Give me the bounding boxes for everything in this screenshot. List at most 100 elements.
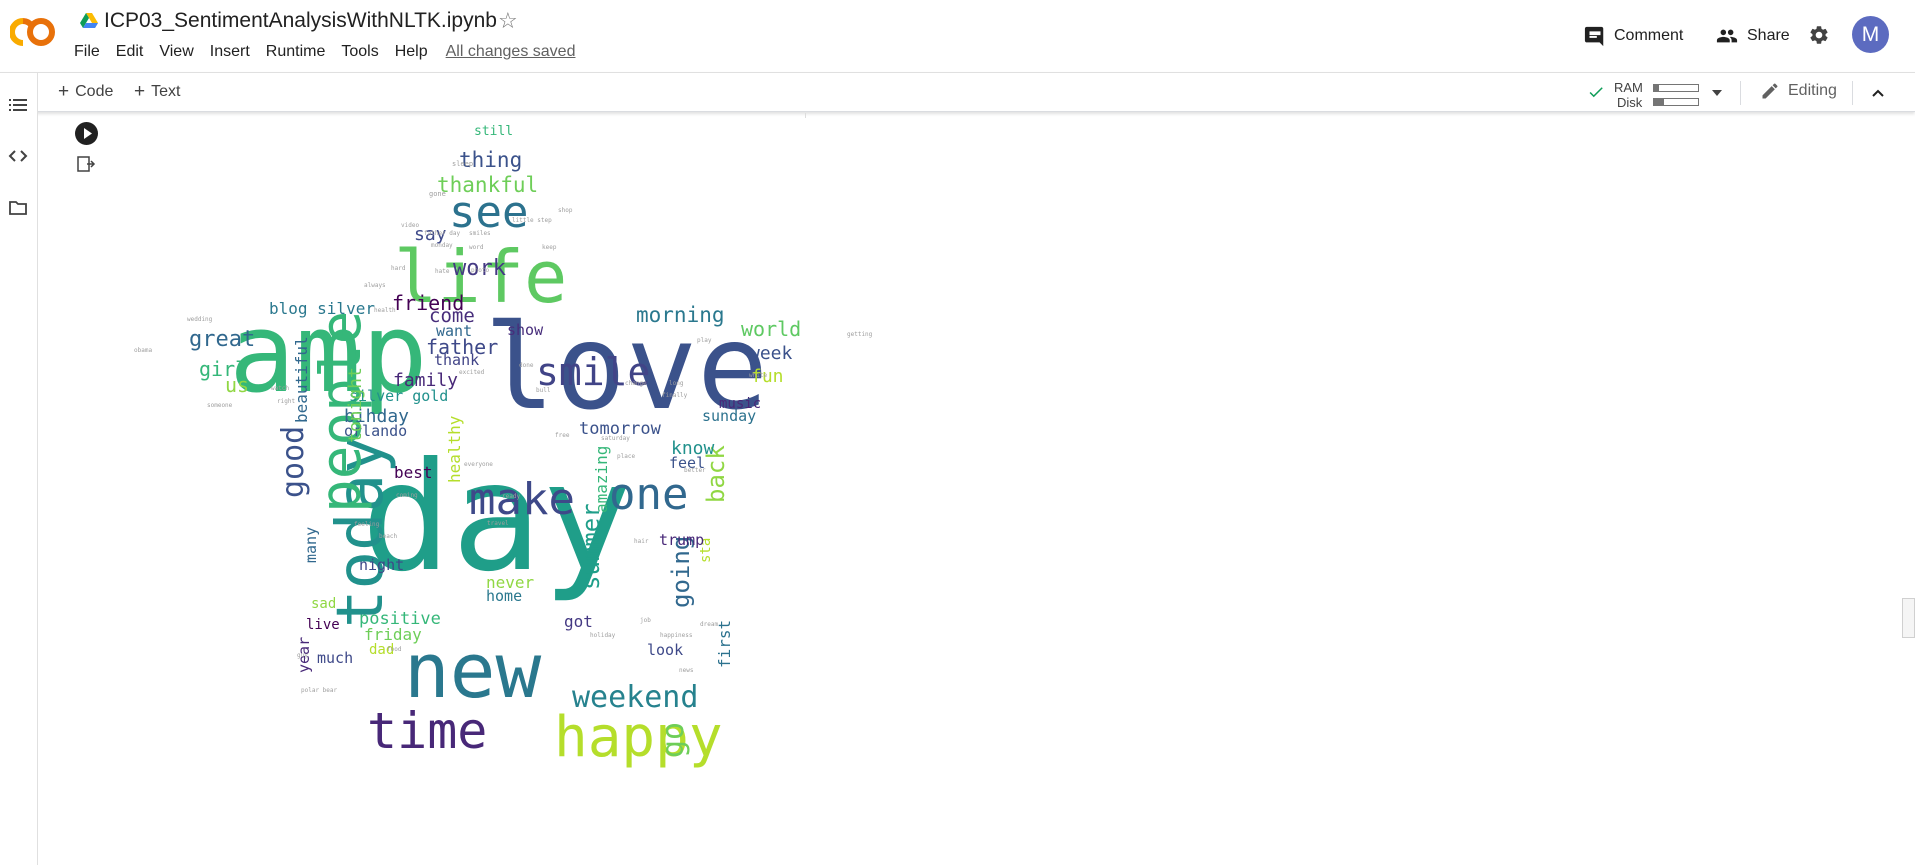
word-cloud-word: live <box>306 617 340 633</box>
word-cloud-word: finally <box>662 392 688 399</box>
word-cloud-word: family <box>393 370 459 391</box>
people-icon <box>1716 29 1738 43</box>
word-cloud-word: polar bear <box>301 687 338 694</box>
word-cloud-word: father day <box>424 230 461 237</box>
word-cloud-word: better <box>684 467 706 474</box>
scrollbar-thumb[interactable] <box>1902 598 1915 638</box>
word-cloud-word: life <box>394 235 568 319</box>
word-cloud-word: come <box>429 305 475 327</box>
word-cloud-word: sunday <box>702 407 757 425</box>
table-of-contents-icon[interactable] <box>8 95 28 115</box>
word-cloud-word: dad <box>369 642 395 658</box>
editing-mode-button[interactable]: Editing <box>1760 81 1837 101</box>
code-snippets-icon[interactable] <box>8 146 28 166</box>
word-cloud-word: hard <box>391 265 406 272</box>
word-cloud-word: change <box>625 380 647 387</box>
word-cloud-word: time <box>367 702 488 760</box>
comment-button[interactable]: Comment <box>1584 18 1683 54</box>
menu-tools[interactable]: Tools <box>341 43 379 60</box>
play-icon <box>84 128 92 139</box>
word-cloud-word: hate <box>435 268 450 275</box>
word-cloud-word: happy <box>554 705 723 770</box>
ram-bar-fill <box>1654 85 1660 91</box>
disk-bar-fill <box>1654 99 1664 105</box>
word-cloud-word: coming <box>396 492 418 499</box>
word-cloud-word: great <box>189 327 256 352</box>
word-cloud-word: day <box>361 431 632 605</box>
word-cloud-word: morning <box>636 303 725 327</box>
word-cloud-word: work <box>453 256 506 281</box>
word-cloud-word: news <box>679 667 694 674</box>
word-cloud-word: smile <box>536 350 651 394</box>
word-cloud-word: night <box>359 556 405 574</box>
menu-view[interactable]: View <box>159 43 194 60</box>
notebook-title[interactable]: ICP03_SentimentAnalysisWithNLTK.ipynb <box>104 9 497 32</box>
code-cell-output: day love amp new life happy today people time mak… <box>39 113 1915 865</box>
google-drive-icon[interactable] <box>80 13 98 29</box>
settings-gear-icon[interactable] <box>1808 24 1830 46</box>
menu-edit[interactable]: Edit <box>115 43 144 60</box>
word-cloud-word: friend <box>392 291 465 315</box>
add-code-button[interactable]: + Code <box>58 81 113 103</box>
colab-logo[interactable] <box>10 17 58 47</box>
output-menu-icon[interactable] <box>76 155 96 173</box>
menu-file[interactable]: File <box>74 43 100 60</box>
share-button[interactable]: Share <box>1715 18 1790 54</box>
word-cloud-word: gone <box>429 190 446 198</box>
word-cloud-word: tomorrow <box>579 419 661 439</box>
ram-bar <box>1653 84 1699 92</box>
word-cloud-word: new <box>404 626 542 715</box>
menu-help[interactable]: Help <box>394 43 428 60</box>
run-cell-button[interactable] <box>75 122 98 145</box>
toolbar-divider <box>1740 81 1741 105</box>
word-cloud-word: one <box>609 469 689 520</box>
word-cloud-word: ready <box>502 493 521 500</box>
add-text-button[interactable]: + Text <box>134 81 180 103</box>
word-cloud-word: watch <box>271 385 290 392</box>
word-cloud-word: orlando <box>344 422 408 440</box>
word-cloud-word: keep <box>542 244 557 251</box>
ram-label: RAM <box>1614 80 1643 95</box>
word-cloud-word: white <box>749 372 768 379</box>
word-cloud-word: sleep <box>452 160 474 168</box>
word-cloud-word: healthy <box>445 415 464 483</box>
share-label: Share <box>1747 27 1790 44</box>
toolbar-divider <box>1852 81 1853 105</box>
word-cloud-word: holiday <box>590 632 616 639</box>
word-cloud-word: got <box>564 612 593 631</box>
disk-label: Disk <box>1617 95 1643 110</box>
word-cloud-word: monday <box>431 242 453 249</box>
word-cloud-word: shop <box>558 207 573 214</box>
word-cloud-word: job <box>640 617 651 624</box>
files-folder-icon[interactable] <box>8 198 28 218</box>
menu-bar: File Edit View Insert Runtime Tools Help… <box>66 43 583 61</box>
user-avatar[interactable]: M <box>1852 16 1889 53</box>
menu-runtime[interactable]: Runtime <box>265 43 326 60</box>
top-bar: CO ICP03_SentimentAnalysisWithNLTK.ipynb… <box>0 0 1915 72</box>
word-cloud-word: long <box>669 380 684 387</box>
star-icon[interactable]: ☆ <box>498 8 518 33</box>
word-cloud-word: word <box>469 244 484 251</box>
add-code-label: Code <box>75 83 114 100</box>
add-text-label: Text <box>151 83 181 100</box>
word-cloud-word: obama <box>134 347 153 354</box>
resources-dropdown-icon[interactable] <box>1710 87 1724 99</box>
word-cloud-word: tonight <box>345 367 366 443</box>
word-cloud-word: little step <box>512 217 552 224</box>
word-cloud-word: know <box>671 438 715 459</box>
word-cloud-word: good <box>276 425 311 498</box>
word-cloud-word: thank <box>434 351 480 369</box>
word-cloud-word: free <box>555 432 570 439</box>
word-cloud-word: smiles <box>469 230 491 237</box>
word-cloud-word: friday <box>364 625 422 644</box>
menu-insert[interactable]: Insert <box>209 43 250 60</box>
word-cloud-word: everyone <box>464 461 493 468</box>
word-cloud-word: bull <box>536 387 551 394</box>
word-cloud-word: happiness <box>660 632 693 639</box>
word-cloud-word: home <box>486 587 523 605</box>
save-status[interactable]: All changes saved <box>445 43 576 60</box>
word-cloud-word: fun <box>751 366 784 387</box>
word-cloud-word: first <box>715 619 734 668</box>
collapse-chevron-up-icon[interactable] <box>1870 85 1886 101</box>
word-cloud-word: still <box>474 124 514 139</box>
